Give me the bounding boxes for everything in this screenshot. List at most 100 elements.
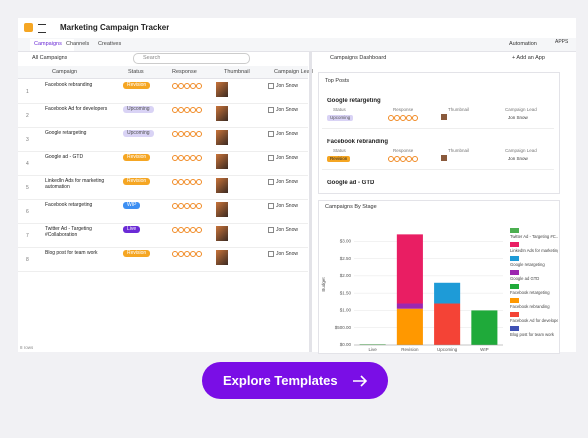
x-tick-label: WIP [480, 347, 489, 352]
row-number: 8 [26, 257, 29, 263]
legend-swatch [510, 326, 519, 331]
rating-dot [184, 203, 190, 209]
rating-dot [406, 156, 412, 162]
chart: Budget $0.00 $500.00 $1.00 $1.50 $2.00 $2.50 $3… [321, 228, 558, 352]
row [18, 175, 308, 200]
explore-templates-button[interactable]: Explore Templates [202, 362, 388, 399]
rating-dot [196, 131, 202, 137]
y-tick-label: $2.00 [340, 273, 352, 278]
tab[interactable]: Creatives [98, 41, 122, 47]
post-field: Campaign Lead [505, 107, 537, 112]
lead-icon [268, 251, 274, 257]
rating-dot [196, 179, 202, 185]
post-field: Thumbnail [448, 148, 470, 153]
search-placeholder: Search [143, 55, 161, 61]
post-field: Campaign Lead [505, 148, 537, 153]
top-posts-title: Top Posts [325, 78, 350, 84]
thumbnail [441, 114, 447, 120]
post-field: Status [333, 148, 346, 153]
status-pill: Revision [123, 250, 151, 257]
app-title: Marketing Campaign Tracker [60, 23, 170, 32]
status-pill: Revision [123, 154, 151, 161]
status-pill: Upcoming [123, 130, 154, 137]
y-tick-label: $1.50 [340, 290, 352, 295]
legend-label: Google ad GTD [510, 276, 539, 281]
post-separator [322, 128, 554, 129]
add-app[interactable]: + Add an App [512, 55, 545, 61]
rating-dot [412, 115, 418, 121]
status-pill: WIP [123, 202, 141, 209]
post-name: Facebook rebranding [327, 139, 389, 145]
thumbnail [216, 226, 228, 241]
rating-dot [178, 131, 184, 137]
column-header: Campaign Lead [274, 69, 313, 75]
x-tick-label: Upcoming [437, 347, 458, 352]
rating-dot [178, 155, 184, 161]
rating-dot [190, 227, 196, 233]
thumbnail [216, 202, 228, 217]
rating-dot [178, 251, 184, 257]
post-field: Response [393, 107, 414, 112]
rating-dot [184, 251, 190, 257]
campaign-name: Facebook Ad for developers [45, 106, 108, 112]
bar-segment [359, 344, 386, 345]
legend-swatch [510, 242, 519, 247]
rating-dot [178, 107, 184, 113]
tab[interactable]: Campaigns [34, 41, 62, 47]
thumbnail [216, 130, 228, 145]
rating-dot [190, 155, 196, 161]
bar-segment [396, 303, 423, 309]
legend-swatch [510, 270, 519, 275]
status-pill: Revision [327, 156, 351, 162]
status-pill: Revision [123, 178, 151, 185]
rating-dot [184, 83, 190, 89]
legend-label: Facebook retargeting [510, 290, 550, 295]
menu-icon [38, 24, 46, 33]
thumbnail [216, 250, 228, 265]
campaign-name: Google ad - GTD [45, 154, 84, 160]
rating-dot [178, 227, 184, 233]
rating-dot [184, 131, 190, 137]
status-pill: Upcoming [123, 106, 154, 113]
rating-dot [388, 156, 394, 162]
bar-segment [434, 303, 461, 345]
rating-dot [178, 83, 184, 89]
row-number: 4 [26, 161, 29, 167]
footer: 8 rows [20, 345, 34, 350]
row-number: 2 [26, 113, 29, 119]
rating-dot [196, 227, 202, 233]
campaign-lead: Jon Snow [276, 83, 298, 89]
legend-swatch [510, 256, 519, 261]
rating-dot [406, 115, 412, 121]
rating-dot [394, 115, 400, 121]
toolbar-view[interactable]: All Campaigns [32, 55, 68, 61]
lead-icon [268, 227, 274, 233]
lead-icon [268, 107, 274, 113]
row [18, 103, 308, 128]
rating-dot [196, 203, 202, 209]
rating-dot [400, 115, 406, 121]
lead-icon [268, 179, 274, 185]
campaign-name: Google retargeting [45, 130, 87, 136]
bar-segment [396, 234, 423, 304]
row [18, 247, 308, 272]
rating-dot [196, 251, 202, 257]
bar-segment [471, 310, 498, 345]
campaign-lead: Jon Snow [276, 227, 298, 233]
app-logo [24, 23, 33, 32]
lead-icon [268, 131, 274, 137]
apps[interactable]: APPS [555, 39, 569, 45]
post-name: Google retargeting [327, 98, 381, 104]
column-header: Thumbnail [224, 69, 250, 75]
x-tick-label: Live [368, 347, 377, 352]
thumbnail [216, 154, 228, 169]
campaign-lead: Jon Snow [276, 155, 298, 161]
header-row [18, 66, 308, 79]
legend-label: Blog post for team work [510, 332, 555, 337]
campaign-lead: Jon Snow [276, 203, 298, 209]
rating-dot [388, 115, 394, 121]
tab[interactable]: Channels [66, 41, 90, 47]
automation[interactable]: Automation [509, 41, 537, 47]
campaign-name: Twitter Ad - Targeting #Collaboration [45, 226, 92, 238]
